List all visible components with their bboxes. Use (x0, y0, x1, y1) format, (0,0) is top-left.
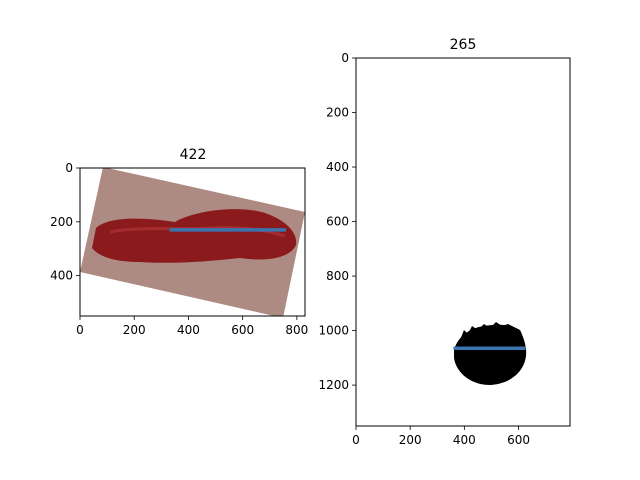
left-axes-frame (79, 167, 306, 317)
left-xtick-label-2: 400 (177, 323, 200, 337)
left-image-meat (92, 209, 297, 263)
right-axes-frame (355, 57, 571, 427)
left-ytick-label-2: 400 (50, 269, 73, 283)
left-ytick-label-0: 0 (65, 161, 73, 175)
right-image-blob-ragged-edge (460, 322, 522, 342)
left-image (80, 168, 305, 316)
right-title: 265 (450, 37, 477, 53)
right-ytick-label-1: 200 (326, 106, 349, 120)
right-ytick-label-5: 1000 (318, 324, 349, 338)
subplot-left: 422 0 200 400 600 800 0 200 400 (50, 147, 308, 337)
right-xtick-label-0: 0 (352, 433, 360, 447)
subplot-right: 265 0 200 400 600 0 200 400 600 800 1000 1200 (318, 37, 571, 447)
right-xtick-label-2: 400 (453, 433, 476, 447)
right-image (356, 58, 570, 426)
right-xtick-label-1: 200 (399, 433, 422, 447)
left-title: 422 (180, 147, 207, 163)
left-xtick-label-4: 800 (285, 323, 308, 337)
left-ytick-label-1: 200 (50, 215, 73, 229)
right-axes-ticks: 0 200 400 600 0 200 400 600 800 1000 1200 (318, 51, 530, 447)
right-ytick-label-6: 1200 (318, 378, 349, 392)
right-ytick-label-0: 0 (341, 51, 349, 65)
left-xtick-label-3: 600 (231, 323, 254, 337)
right-ytick-label-2: 400 (326, 160, 349, 174)
left-xtick-label-0: 0 (76, 323, 84, 337)
right-ytick-label-3: 600 (326, 215, 349, 229)
left-xtick-label-1: 200 (123, 323, 146, 337)
right-xtick-label-3: 600 (507, 433, 530, 447)
right-ytick-label-4: 800 (326, 269, 349, 283)
left-axes-ticks: 0 200 400 600 800 0 200 400 (50, 161, 308, 337)
